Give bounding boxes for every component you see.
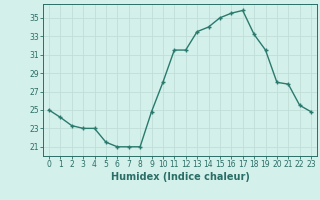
X-axis label: Humidex (Indice chaleur): Humidex (Indice chaleur)	[111, 172, 249, 182]
